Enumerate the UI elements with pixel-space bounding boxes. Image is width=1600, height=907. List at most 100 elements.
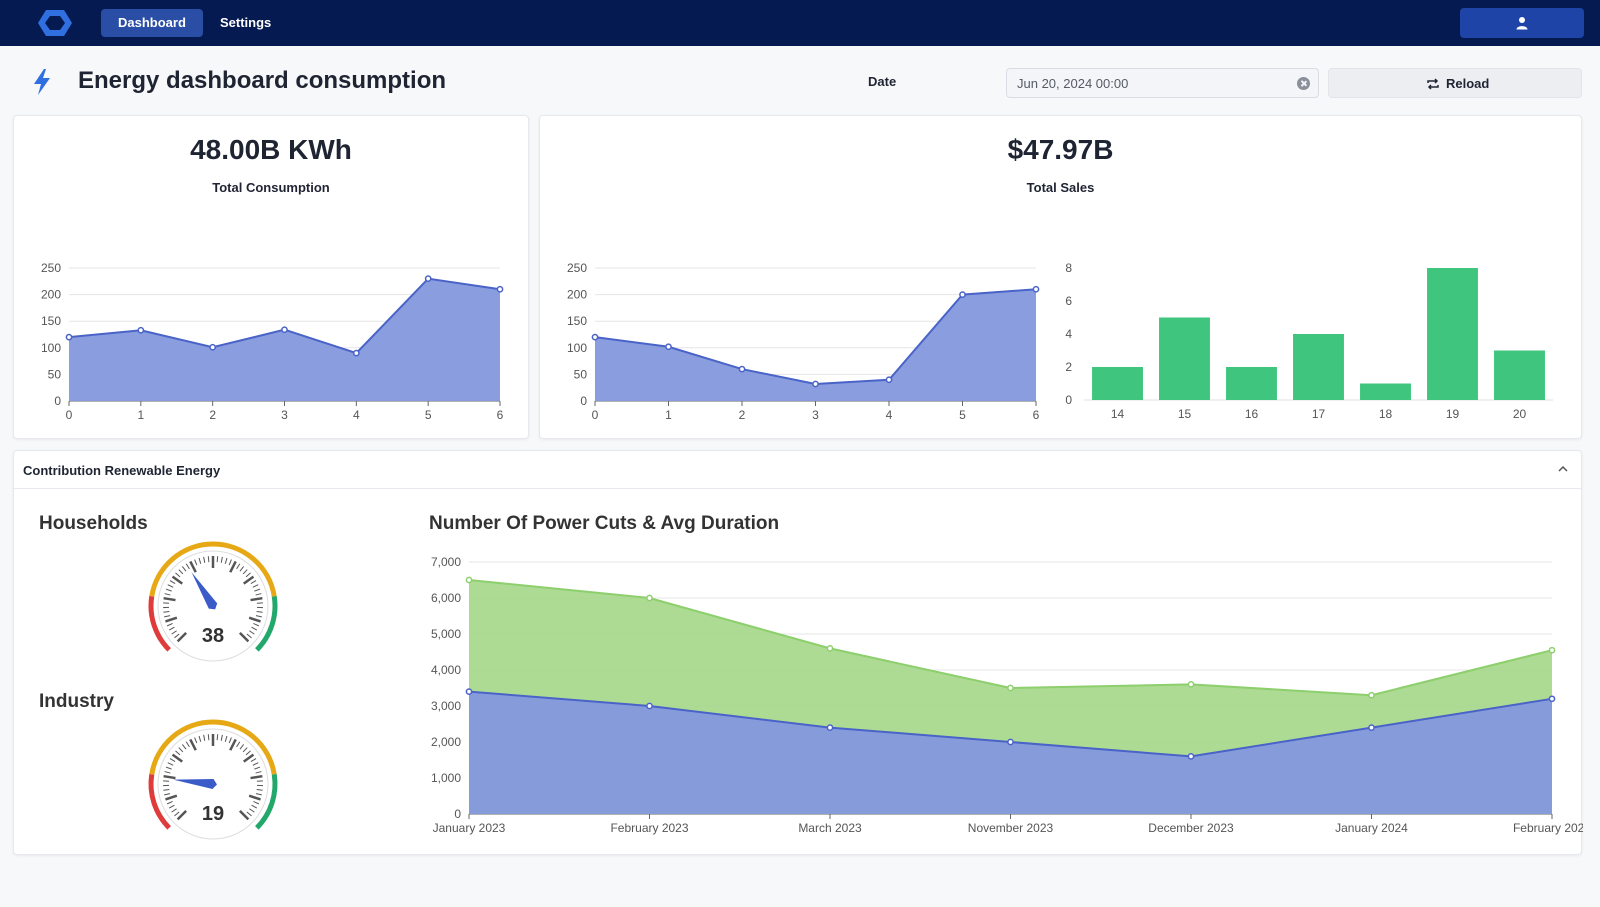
gauge-tick: [255, 593, 262, 596]
section-header[interactable]: Contribution Renewable Energy: [14, 451, 1581, 489]
y-tick-label: 7,000: [431, 555, 461, 569]
gauge-tick: [165, 766, 172, 770]
data-point: [1032, 285, 1040, 293]
y-tick-label: 2: [1065, 360, 1072, 374]
x-tick-label: 4: [886, 408, 893, 422]
gauge-tick: [242, 747, 248, 753]
gauge-band: [149, 719, 277, 775]
bar: [1159, 317, 1210, 400]
gauge-tick: [165, 616, 178, 623]
x-tick-label: January 2024: [1335, 821, 1408, 835]
date-input[interactable]: [1006, 68, 1319, 98]
gauge-tick: [164, 793, 171, 796]
total-consumption-label: Total Consumption: [212, 180, 330, 195]
gauge-tick: [252, 762, 259, 766]
gauges: 38 19: [148, 541, 278, 840]
x-tick-label: 18: [1379, 407, 1393, 421]
total-sales-label: Total Sales: [1026, 180, 1095, 195]
x-tick-label: 14: [1111, 407, 1125, 421]
top-nav-bar: Dashboard Settings: [0, 0, 1600, 46]
data-point: [1187, 753, 1195, 760]
gauge-tick: [171, 630, 177, 635]
gauge-tick: [250, 758, 257, 763]
gauge-tick: [203, 556, 206, 563]
series-area: [469, 691, 1552, 814]
gauge-tick: [194, 559, 198, 566]
tab-settings[interactable]: Settings: [220, 15, 272, 30]
gauge-tick: [166, 623, 173, 627]
chevron-up-icon[interactable]: [1555, 461, 1571, 477]
tab-dashboard[interactable]: Dashboard: [101, 9, 203, 37]
gauge-tick: [224, 735, 228, 742]
gauge-tick: [194, 737, 198, 744]
data-point: [496, 285, 504, 293]
gauge-tick: [165, 794, 178, 801]
x-tick-label: 2: [209, 408, 216, 422]
y-tick-label: 4: [1065, 327, 1072, 341]
date-label: Date: [868, 74, 897, 89]
x-tick-label: 5: [425, 408, 432, 422]
gauge-tick: [250, 596, 263, 602]
households-gauge-title: Households: [39, 513, 148, 534]
power-cuts-area-chart: 0 1,000 2,000 3,000 4,000 5,000 6,000 7,000 Janu…: [431, 555, 1583, 835]
x-tick-label: 1: [137, 408, 144, 422]
gauge-tick: [254, 588, 261, 592]
gauge-tick: [164, 593, 171, 596]
gauge-tick: [216, 556, 219, 563]
industry-gauge-title: Industry: [39, 691, 114, 712]
x-tick-label: March 2023: [798, 821, 862, 835]
y-tick-label: 5,000: [431, 627, 461, 641]
y-tick-label: 6,000: [431, 591, 461, 605]
gauge-tick: [239, 566, 245, 572]
gauge-tick: [256, 789, 263, 791]
total-consumption-value: 48.00B KWh: [190, 134, 352, 165]
data-point: [209, 343, 217, 351]
data-point: [1548, 695, 1556, 703]
gauge-tick: [245, 750, 251, 756]
reload-button[interactable]: Reload: [1328, 68, 1582, 98]
gauge-tick: [175, 750, 181, 756]
gauge-band: [149, 541, 277, 597]
gauge-tick: [253, 623, 260, 627]
y-tick-label: 1,000: [431, 771, 461, 785]
data-point: [424, 275, 432, 282]
data-point: [826, 645, 834, 652]
x-tick-label: December 2023: [1148, 821, 1234, 835]
data-point: [65, 333, 73, 341]
data-point: [281, 326, 288, 334]
gauge-tick: [239, 744, 245, 750]
reload-icon: [1427, 78, 1439, 90]
user-icon: [1516, 17, 1528, 30]
x-tick-label: 16: [1245, 407, 1259, 421]
gauge-tick: [251, 804, 258, 809]
data-point: [665, 343, 672, 351]
data-point: [646, 702, 653, 710]
y-tick-label: 8: [1065, 261, 1072, 275]
y-tick-label: 0: [454, 807, 461, 821]
gauge-tick: [246, 633, 252, 639]
gauge-tick: [189, 738, 197, 751]
x-tick-label: 3: [812, 408, 819, 422]
gauge-tick: [248, 616, 261, 623]
consumption-card: 48.00B KWh Total Consumption 0 50 100 150 20…: [13, 115, 529, 439]
x-tick-label: 20: [1513, 407, 1527, 421]
gauge-tick: [198, 735, 202, 742]
bar: [1226, 367, 1277, 400]
x-tick-label: 19: [1446, 407, 1460, 421]
user-menu-button[interactable]: [1460, 8, 1584, 38]
hexagon-logo-icon[interactable]: [36, 7, 74, 39]
gauge-tick: [207, 734, 210, 741]
gauge-tick: [238, 631, 250, 643]
gauge-band: [148, 773, 171, 830]
data-point: [1007, 738, 1014, 746]
bar: [1427, 268, 1478, 400]
gauge-tick: [255, 771, 262, 774]
clear-date-icon[interactable]: [1297, 77, 1310, 90]
section-title: Contribution Renewable Energy: [23, 463, 221, 478]
gauge-tick: [163, 774, 176, 780]
data-point: [1187, 681, 1195, 688]
gauge-tick: [236, 563, 241, 570]
data-point: [646, 594, 653, 602]
gauge-tick: [220, 734, 223, 741]
gauge-tick: [249, 808, 255, 813]
